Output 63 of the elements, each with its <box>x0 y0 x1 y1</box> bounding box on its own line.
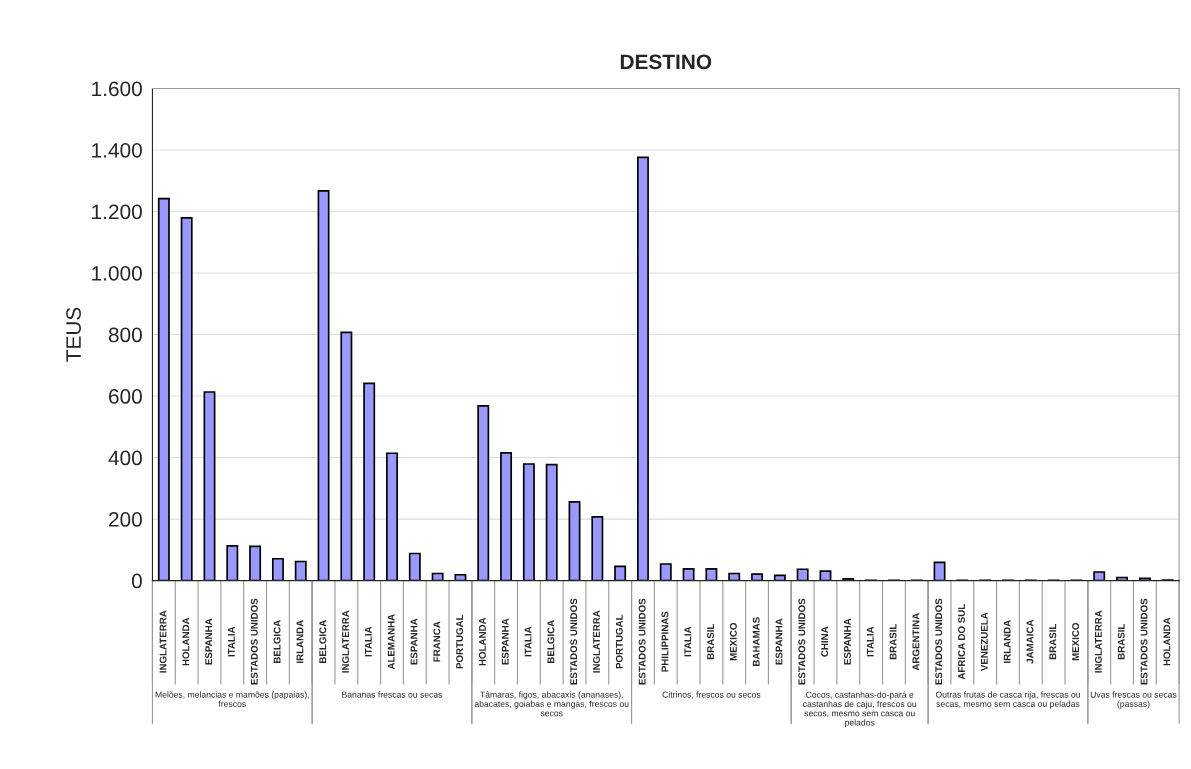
text: Cocos, castanhas-do-pará e castanhas de caju, frescos ou secos, mesmo sem casca ou pelados <box>803 691 917 728</box>
x-tick-label: ITALIA <box>866 626 874 657</box>
text: Melões, melancias e mamões (papaias), frescos <box>155 691 309 707</box>
x-tick-label: IRLANDA <box>1003 620 1011 663</box>
y-axis-title: TEUS <box>66 307 81 362</box>
x-tick-label: PORTUGAL <box>456 614 464 669</box>
x-tick-label: ESTADOS UNIDOS <box>798 598 806 685</box>
x-tick-label: ESPANHA <box>775 618 783 665</box>
x-tick-label: IRLANDA <box>296 620 304 663</box>
text: Outras frutas de casca rija, frescas ou secas, mesmo sem casca ou peladas <box>935 691 1080 709</box>
x-tick-label: VENEZUELA <box>980 612 988 672</box>
y-tick-label: 1.000 <box>92 266 142 281</box>
y-tick-label: 1.200 <box>92 204 142 220</box>
y-tick-label: 600 <box>109 389 142 404</box>
x-tick-label: ESPANHA <box>205 618 213 665</box>
x-tick-label: ITALIA <box>365 626 372 657</box>
x-tick-label: ITALIA <box>524 626 532 657</box>
x-tick-label: BAHAMAS <box>752 617 760 666</box>
x-tick-label: HOLANDA <box>1163 617 1171 666</box>
x-tick-label: ESTADOS UNIDOS <box>638 598 646 685</box>
x-tick-label: ITALIA <box>228 626 235 657</box>
y-tick-label: 0 <box>131 573 142 589</box>
x-tick-label: BELGICA <box>319 620 327 663</box>
y-tick-label: 400 <box>108 450 142 466</box>
x-tick-label: ESTADOS UNIDOS <box>570 598 578 685</box>
text: Citrinos, frescos ou secos <box>662 691 761 699</box>
y-tick-label: 1.400 <box>92 142 142 158</box>
x-tick-label: MEXICO <box>1072 622 1080 661</box>
x-tick-label: ALEMANHA <box>387 614 395 670</box>
x-tick-label: PORTUGAL <box>615 614 623 669</box>
x-tick-label: ESPANHA <box>410 618 418 665</box>
x-tick-label: BELGICA <box>273 620 281 663</box>
x-tick-label: CHINA <box>821 626 829 657</box>
chart-title: DESTINO <box>620 54 712 70</box>
x-tick-label: INGLATERRA <box>342 610 349 673</box>
x-tick-label: JAMAICA <box>1026 619 1034 664</box>
y-tick-label: 800 <box>108 327 142 343</box>
x-tick-label: INGLATERRA <box>593 610 600 673</box>
x-tick-label: FRANCA <box>433 621 441 662</box>
x-tick-label: ESTADOS UNIDOS <box>935 598 943 685</box>
y-tick-label: 200 <box>109 512 142 527</box>
x-tick-label: INGLATERRA <box>1094 610 1102 673</box>
x-tick-label: MEXICO <box>729 622 737 661</box>
x-tick-label: BRASIL <box>707 623 715 660</box>
x-tick-label: BELGICA <box>547 620 555 663</box>
text: Bananas frescas ou secas <box>342 691 443 698</box>
x-tick-label: ESTADOS UNIDOS <box>1140 598 1148 685</box>
text: Tâmaras, figos, abacaxis (ananases), abacates, goiabas e mangas, frescos ou secos <box>474 691 629 717</box>
x-tick-label: BRASIL <box>1049 623 1057 660</box>
x-tick-label: ARGENTINA <box>912 613 920 671</box>
x-tick-label: HOLANDA <box>182 617 190 666</box>
y-tick-label: 1.600 <box>92 81 142 97</box>
text: Uvas frescas ou secas (passas) <box>1090 691 1177 709</box>
x-tick-label: ESPANHA <box>501 618 509 665</box>
x-tick-label: AFRICA DO SUL <box>958 604 965 680</box>
x-tick-label: BRASIL <box>1117 623 1125 660</box>
x-tick-label: ESTADOS UNIDOS <box>250 598 258 685</box>
x-tick-label: BRASIL <box>889 623 897 660</box>
x-tick-label: HOLANDA <box>478 617 486 666</box>
x-tick-label: ITALIA <box>684 626 692 657</box>
x-tick-label: INGLATERRA <box>159 610 167 673</box>
x-tick-label: ESPANHA <box>844 618 851 665</box>
x-tick-label: PHILIPPINAS <box>661 611 669 672</box>
